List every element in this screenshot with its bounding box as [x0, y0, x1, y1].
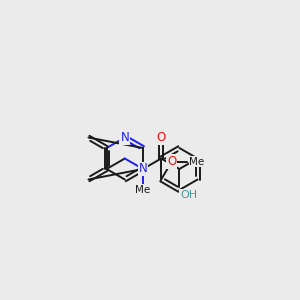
- Text: Me: Me: [189, 157, 205, 167]
- Text: Me: Me: [135, 185, 151, 195]
- Text: OH: OH: [180, 190, 197, 200]
- Text: O: O: [157, 131, 166, 144]
- Text: O: O: [167, 155, 176, 168]
- Text: N: N: [120, 131, 129, 144]
- Text: N: N: [139, 163, 147, 176]
